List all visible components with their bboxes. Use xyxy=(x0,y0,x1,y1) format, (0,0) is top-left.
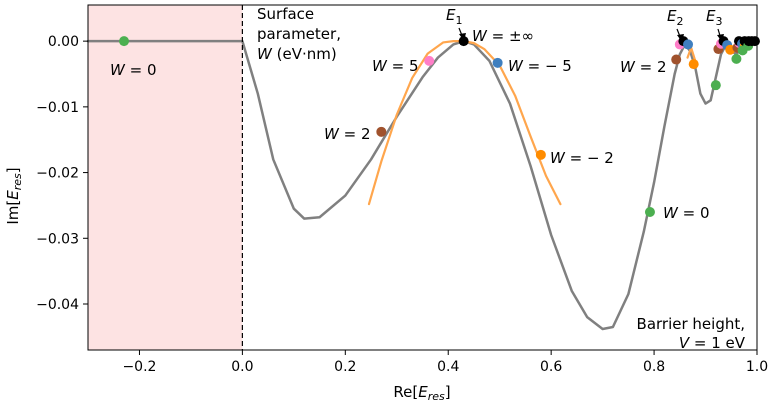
x-tick-label-3: 0.2 xyxy=(334,359,356,375)
arrow-e3 xyxy=(717,28,724,42)
annotation-w2-right: W = 2 xyxy=(620,58,667,76)
x-tick-label-7: 1.0 xyxy=(746,359,768,375)
barrier-label-line2: V = 1 eV xyxy=(679,334,746,352)
surface-label-line3: W (eV·nm) xyxy=(257,45,337,63)
x-tick-label-6: 0.8 xyxy=(643,359,665,375)
data-point-6 xyxy=(535,149,546,160)
annotation-e2: E2 xyxy=(667,7,683,28)
annotation-e1: E1 xyxy=(446,6,462,27)
y-tick-label-3: −0.02 xyxy=(36,166,79,182)
x-tick-label-1: −0.2 xyxy=(122,359,156,375)
y-tick-label-2: −0.01 xyxy=(36,100,79,116)
surface-label-line1: Surface xyxy=(257,5,314,23)
data-point-11 xyxy=(683,39,694,50)
plot-frame xyxy=(87,4,758,351)
data-point-4 xyxy=(458,36,469,47)
surface-label-line2: parameter, xyxy=(257,25,341,43)
shaded-region xyxy=(88,5,243,350)
y-axis-title: Im[Eres] xyxy=(4,167,24,224)
x-tick-label-5: 0.6 xyxy=(540,359,562,375)
data-point-3 xyxy=(424,55,435,66)
annotation-winf: W = ±∞ xyxy=(472,27,534,45)
x-axis-title: Re[Eres] xyxy=(393,383,450,403)
data-point-12 xyxy=(688,59,699,70)
y-tick-label-4: −0.03 xyxy=(36,231,79,247)
points-layer xyxy=(119,36,760,217)
ticks-layer: −0.2 0.0 0.2 0.4 0.6 0.8 1.0 0.00 −0.01 −0.02 −0.0… xyxy=(36,34,768,375)
x-tick-label-2: 0.0 xyxy=(231,359,253,375)
annotation-wm5: W = − 5 xyxy=(508,57,572,75)
data-point-2 xyxy=(376,126,387,137)
annotation-e3: E3 xyxy=(706,7,722,28)
data-point-19 xyxy=(731,53,742,64)
series-line-1 xyxy=(86,39,759,331)
barrier-label-line1: Barrier height, xyxy=(637,315,745,333)
data-point-5 xyxy=(492,57,503,68)
x-tick-label-4: 0.4 xyxy=(437,359,459,375)
annotation-w2-left: W = 2 xyxy=(324,125,371,143)
annotation-w0-right: W = 0 xyxy=(663,204,710,222)
data-point-13 xyxy=(710,80,721,91)
data-point-8 xyxy=(671,54,682,65)
annotations: W = 0 W = 2 W = 5 W = ±∞ W = − 5 W = − 2… xyxy=(110,5,746,352)
data-point-1 xyxy=(119,36,130,47)
annotation-w5: W = 5 xyxy=(372,57,419,75)
arrow-e2 xyxy=(676,28,684,42)
data-point-7 xyxy=(644,207,655,217)
y-tick-label-1: 0.00 xyxy=(48,34,79,50)
annotation-wm2: W = − 2 xyxy=(550,149,614,167)
data-point-30 xyxy=(749,36,760,47)
arrow-e1 xyxy=(458,27,466,41)
annotation-w0-left: W = 0 xyxy=(110,61,157,79)
y-tick-label-5: −0.04 xyxy=(36,297,79,313)
